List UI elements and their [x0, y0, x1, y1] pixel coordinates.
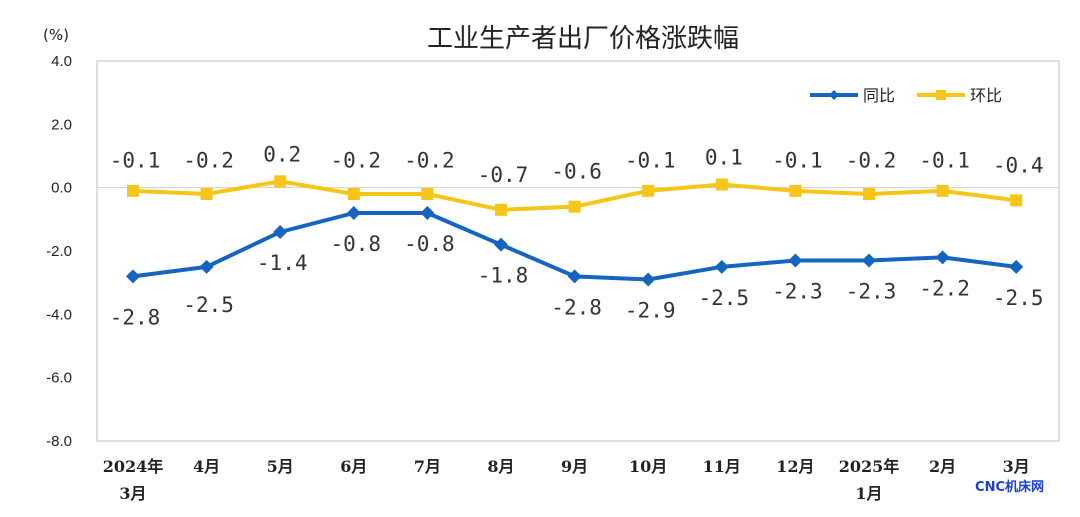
data-label: -2.5	[993, 286, 1044, 310]
legend: 同比 环比	[810, 86, 1002, 105]
data-label: -2.2	[919, 276, 970, 300]
x-tick-label: 1月	[855, 484, 882, 503]
plot-frame	[96, 60, 1060, 442]
x-tick-label: 4月	[193, 457, 220, 476]
x-tick-label: 3月	[1003, 457, 1030, 476]
data-label: -2.3	[772, 280, 823, 304]
data-point	[936, 184, 949, 197]
data-point	[642, 184, 655, 197]
data-label: -0.2	[183, 149, 234, 173]
x-tick-label: 2月	[929, 457, 956, 476]
data-point	[1010, 194, 1023, 207]
data-point	[420, 206, 435, 220]
y-tick-label: 0.0	[51, 180, 72, 197]
data-point	[273, 225, 288, 239]
data-point	[567, 269, 582, 284]
data-label: 0.2	[263, 142, 301, 166]
x-tick-label: 5月	[267, 457, 294, 476]
data-label: -0.2	[846, 149, 897, 173]
data-label: -2.8	[551, 295, 602, 319]
y-tick-label: -6.0	[46, 370, 72, 387]
data-label: -0.1	[919, 149, 970, 173]
data-label: -0.1	[625, 149, 676, 173]
x-tick-label: 6月	[340, 457, 367, 476]
x-tick-label: 3月	[119, 484, 146, 503]
data-label: -0.8	[404, 232, 455, 256]
data-point	[789, 184, 802, 197]
data-label: -2.9	[625, 299, 676, 323]
x-tick-label: 2025年	[839, 457, 900, 476]
data-point	[421, 188, 434, 200]
data-point	[863, 188, 875, 200]
data-point	[346, 206, 361, 220]
data-label: -2.8	[110, 305, 161, 329]
x-tick-label: 10月	[629, 457, 667, 476]
data-point	[200, 188, 213, 200]
y-tick-label: -8.0	[46, 433, 72, 450]
data-point	[1009, 259, 1024, 274]
data-label: -2.5	[699, 286, 750, 310]
data-label: -2.5	[183, 293, 234, 317]
data-label: -0.4	[993, 153, 1044, 177]
y-tick-label: -2.0	[46, 243, 72, 260]
data-point	[714, 259, 729, 274]
data-label: -1.4	[257, 251, 308, 275]
x-tick-label: 2024年	[103, 457, 164, 476]
data-label: -0.8	[331, 232, 382, 256]
data-point	[274, 175, 287, 188]
data-point	[568, 200, 581, 213]
y-tick-labels: 4.0 2.0 0.0 -2.0 -4.0 -6.0 -8.0	[46, 53, 72, 450]
data-label: -0.2	[331, 149, 382, 173]
data-point	[199, 259, 214, 274]
data-point	[347, 188, 360, 200]
x-tick-labels: 2024年 3月 4月 5月 6月 7月 8月 9月 10月 11月 12月 2025年 1月 2月 3月	[103, 457, 1030, 503]
data-labels: -0.1 -0.2 0.2 -0.2 -0.2 -0.7 -0.6 -0.1 0.1 -0.1 -0…	[110, 142, 1044, 329]
x-tick-label: 9月	[561, 457, 588, 476]
y-axis-unit: (%)	[43, 26, 69, 44]
y-tick-label: -4.0	[46, 306, 72, 323]
legend-marker	[936, 90, 946, 100]
data-label: 0.1	[705, 146, 743, 170]
series-layer	[126, 175, 1024, 287]
chart-title: 工业生产者出厂价格涨跌幅	[427, 24, 739, 54]
data-label: -0.1	[772, 149, 823, 173]
data-label: -0.7	[478, 163, 529, 187]
data-label: -2.3	[846, 280, 897, 304]
data-point	[126, 269, 140, 284]
data-label: -0.6	[551, 160, 602, 184]
data-point	[862, 253, 876, 268]
data-point	[935, 250, 950, 265]
data-label: -0.2	[404, 149, 455, 173]
data-point	[715, 178, 728, 191]
data-point	[494, 237, 508, 252]
x-tick-label: 7月	[414, 457, 441, 476]
legend-marker	[829, 90, 839, 100]
x-tick-label: 11月	[703, 457, 741, 476]
x-tick-label: 12月	[776, 457, 814, 476]
legend-label: 环比	[970, 86, 1002, 105]
x-tick-label: 8月	[487, 457, 514, 476]
y-tick-label: 2.0	[51, 116, 72, 133]
watermark: CNC机床网	[975, 480, 1044, 495]
legend-label: 同比	[863, 86, 895, 105]
data-label: -1.8	[478, 264, 529, 288]
data-point	[495, 203, 507, 216]
data-point	[788, 253, 803, 268]
y-tick-label: 4.0	[51, 53, 72, 70]
data-label: -0.1	[110, 149, 161, 173]
data-point	[641, 272, 656, 287]
data-point	[127, 184, 139, 197]
